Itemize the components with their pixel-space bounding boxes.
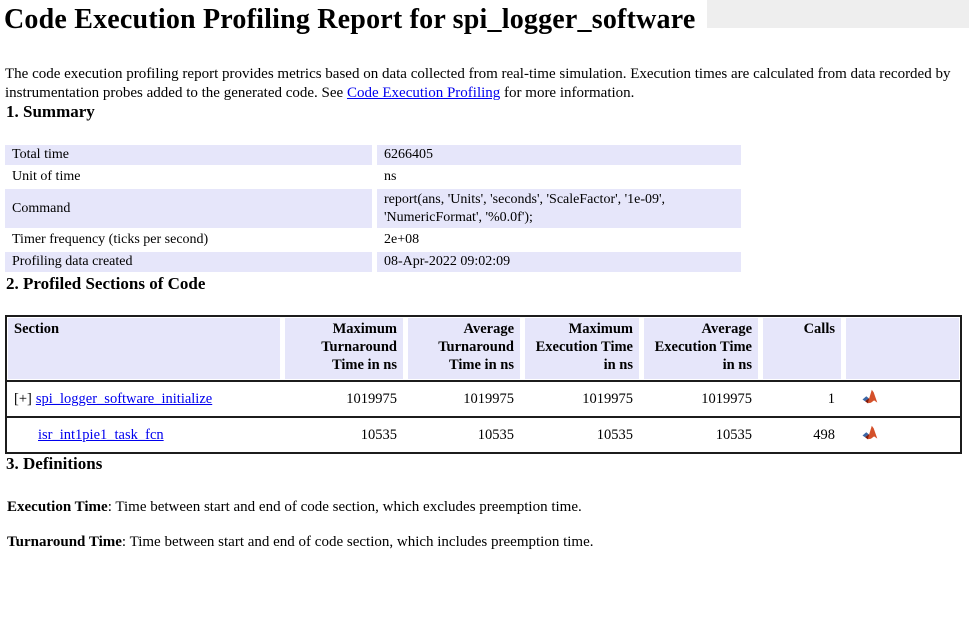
summary-row-profiling-data-created: Profiling data created 08-Apr-2022 09:02… [5, 252, 742, 273]
section-name-cell: [+] spi_logger_software_initialize [8, 391, 280, 408]
table-header-row: Section Maximum Turnaround Time in ns Av… [7, 317, 960, 380]
column-header-max-turnaround: Maximum Turnaround Time in ns [285, 318, 403, 380]
summary-value: 6266405 [377, 145, 741, 166]
title-band: Code Execution Profiling Report for spi_… [0, 0, 969, 41]
code-execution-profiling-link[interactable]: Code Execution Profiling [346, 84, 501, 101]
calls-value: 1 [827, 390, 835, 407]
matlab-icon[interactable] [862, 389, 879, 409]
summary-label: Profiling data created [5, 252, 372, 273]
profiled-sections-table: Section Maximum Turnaround Time in ns Av… [5, 315, 962, 455]
intro-paragraph: The code execution profiling report prov… [5, 65, 955, 102]
column-header-blank [846, 318, 959, 380]
definition-text: : Time between start and end of code sec… [107, 499, 582, 516]
column-header-max-execution: Maximum Execution Time in ns [525, 318, 639, 380]
definition-execution-time: Execution Time: Time between start and e… [7, 499, 969, 516]
table-row: [+] spi_logger_software_initialize 101997… [7, 380, 960, 416]
definition-turnaround-time: Turnaround Time: Time between start and … [7, 534, 969, 551]
intro-text-after: for more information. [500, 84, 635, 101]
definition-text: : Time between start and end of code sec… [121, 534, 594, 551]
avg-execution-value: 10535 [715, 426, 752, 443]
summary-label: Unit of time [12, 169, 81, 185]
avg-execution-value: 1019975 [701, 390, 752, 407]
summary-table: Total time 6266405 Unit of time ns Comma… [5, 145, 742, 273]
summary-label: Timer frequency (ticks per second) [12, 232, 209, 248]
column-header-calls: Calls [763, 318, 841, 380]
calls-value: 498 [813, 426, 835, 443]
section-name-cell: isr_int1pie1_task_fcn [8, 427, 280, 444]
summary-heading: 1. Summary [6, 102, 95, 122]
column-header-avg-turnaround: Average Turnaround Time in ns [408, 318, 520, 380]
table-row: isr_int1pie1_task_fcn 10535 10535 10535 … [7, 416, 960, 452]
summary-row-total-time: Total time 6266405 [5, 145, 742, 166]
summary-value: 08-Apr-2022 09:02:09 [377, 252, 741, 273]
max-turnaround-value: 1019975 [346, 390, 397, 407]
summary-value: 2e+08 [384, 232, 420, 248]
summary-value: ns [384, 169, 397, 185]
avg-turnaround-value: 1019975 [463, 390, 514, 407]
section-link-spi-logger-software-initialize[interactable]: spi_logger_software_initialize [35, 390, 213, 407]
summary-row-unit-of-time: Unit of time ns [5, 167, 742, 187]
summary-label: Total time [5, 145, 372, 166]
avg-turnaround-value: 10535 [477, 426, 514, 443]
summary-row-command: Command report(ans, 'Units', 'seconds', … [5, 189, 742, 229]
page-title: Code Execution Profiling Report for spi_… [0, 0, 708, 41]
max-turnaround-value: 10535 [360, 426, 397, 443]
definition-term: Turnaround Time [7, 534, 122, 551]
profiled-sections-heading: 2. Profiled Sections of Code [6, 274, 206, 294]
max-execution-value: 1019975 [582, 390, 633, 407]
expand-toggle[interactable]: [+] [14, 390, 32, 407]
section-link-isr-int1pie1-task-fcn[interactable]: isr_int1pie1_task_fcn [38, 426, 164, 443]
matlab-icon[interactable] [862, 425, 879, 445]
max-execution-value: 10535 [596, 426, 633, 443]
summary-value: report(ans, 'Units', 'seconds', 'ScaleFa… [377, 189, 741, 229]
column-header-section: Section [8, 318, 280, 380]
column-header-avg-execution: Average Execution Time in ns [644, 318, 758, 380]
intro-text-before: The code execution profiling report prov… [5, 66, 951, 101]
summary-label: Command [5, 189, 372, 229]
definitions-heading: 3. Definitions [6, 454, 103, 474]
definition-term: Execution Time [7, 499, 108, 516]
summary-row-timer-frequency: Timer frequency (ticks per second) 2e+08 [5, 230, 742, 250]
